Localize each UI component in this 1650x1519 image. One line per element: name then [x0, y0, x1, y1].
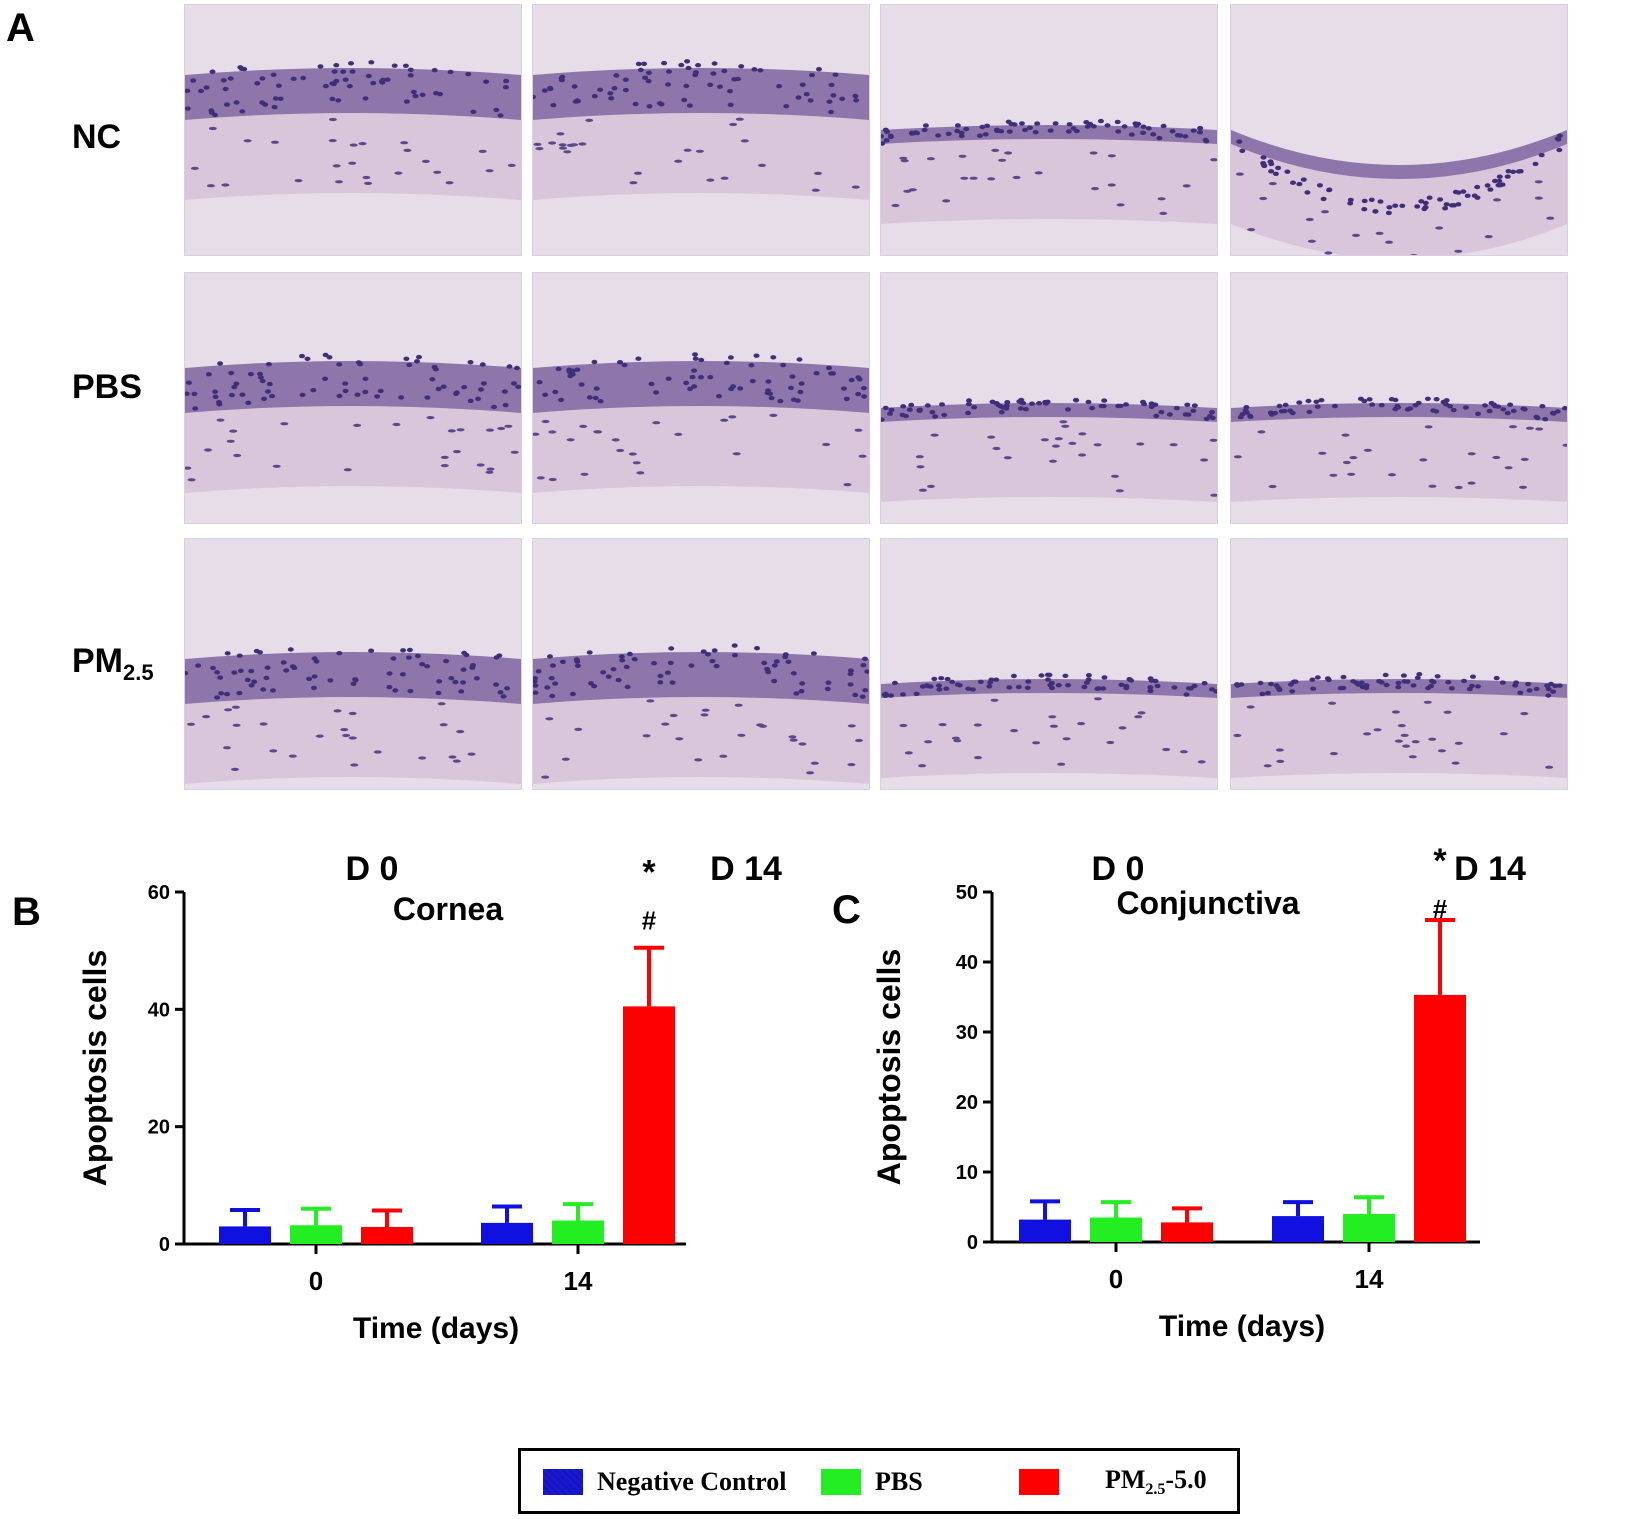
panel-c-letter: C — [832, 888, 861, 932]
row-label-nc: NC — [72, 118, 122, 156]
y-tick-label-0: 0 — [159, 1234, 170, 1256]
chart-conjunctiva-svg: 0 10 20 30 40 50 0 14 * # Conjunctiva Time (days) Ap… — [871, 842, 1480, 1343]
row-label-pm-sub: 2.5 — [123, 659, 154, 685]
annotation-star: * — [642, 854, 656, 892]
chart-cornea-svg: 0 20 40 60 0 14 * # Cornea Time (days) Apoptosis c… — [77, 854, 686, 1345]
bar-0-0 — [1019, 1219, 1071, 1242]
bar-2-0 — [1161, 1222, 1213, 1242]
micrograph-r1-c3 — [880, 4, 1218, 256]
y-tick-label-2: 40 — [148, 999, 170, 1021]
legend-label-negative-control: Negative Control — [597, 1467, 787, 1496]
legend-item-pm: PM2.5-5.0 — [1019, 1465, 1207, 1499]
x-tick-label-1: 14 — [1355, 1264, 1384, 1294]
y-tick-label-1: 20 — [148, 1117, 170, 1139]
legend-item-pbs: PBS — [821, 1467, 923, 1497]
y-axis-label: Apoptosis cells — [77, 950, 113, 1187]
y-tick-label-4: 40 — [956, 952, 978, 974]
legend-swatch-pm — [1019, 1469, 1059, 1495]
legend-label-pm-main: PM — [1105, 1464, 1146, 1494]
col-label-4: D 14 — [1454, 850, 1526, 888]
micrograph-r2-c2 — [532, 272, 870, 524]
bar-0-0 — [219, 1226, 271, 1244]
chart-title: Cornea — [393, 891, 503, 927]
bar-1-1 — [1343, 1214, 1395, 1242]
legend-label-pbs: PBS — [875, 1467, 923, 1496]
y-tick-label-3: 30 — [956, 1022, 978, 1044]
legend-label-pm-tail: -5.0 — [1165, 1464, 1207, 1494]
annotation-hash: # — [642, 906, 657, 936]
legend: Negative Control PBS PM2.5-5.0 — [518, 1448, 1240, 1514]
row-label-pbs: PBS — [72, 368, 142, 406]
bar-2-1 — [623, 1006, 675, 1244]
x-tick-label-1: 14 — [564, 1266, 593, 1296]
row-label-pm: PM2.5 — [72, 642, 154, 686]
legend-item-negative-control: Negative Control — [543, 1467, 786, 1497]
col-label-2: D 14 — [710, 850, 782, 888]
chart-cornea: 0 20 40 60 0 14 * # Cornea Time (days) Apoptosis c… — [0, 854, 820, 1420]
micrograph-r3-c3 — [880, 538, 1218, 790]
bar-1-1 — [552, 1220, 604, 1244]
micrograph-r1-c2 — [532, 4, 870, 256]
col-label-3: D 0 — [1091, 850, 1145, 888]
bar-0-1 — [481, 1222, 533, 1244]
legend-swatch-pbs — [821, 1469, 861, 1495]
annotation-hash: # — [1433, 894, 1448, 924]
bar-2-0 — [361, 1226, 413, 1244]
bar-1-0 — [290, 1225, 342, 1244]
col-label-1: D 0 — [345, 850, 399, 888]
y-tick-label-2: 20 — [956, 1092, 978, 1114]
row-label-pm-main: PM — [72, 642, 123, 680]
micrograph-r1-c1 — [184, 4, 522, 256]
chart-title: Conjunctiva — [1116, 885, 1299, 921]
micrograph-r2-c1 — [184, 272, 522, 524]
bar-2-1 — [1414, 994, 1466, 1242]
micrograph-r1-c4 — [1230, 4, 1568, 256]
panel-a-letter: A — [6, 6, 35, 50]
micrograph-r3-c2 — [532, 538, 870, 790]
chart-conjunctiva: 0 10 20 30 40 50 0 14 * # Conjunctiva Time (days) Ap… — [820, 842, 1650, 1420]
y-tick-label-3: 60 — [148, 882, 170, 904]
y-tick-label-5: 50 — [956, 882, 978, 904]
micrograph-r3-c4 — [1230, 538, 1568, 790]
x-axis-label: Time (days) — [353, 1312, 519, 1345]
micrograph-r3-c1 — [184, 538, 522, 790]
y-axis-label: Apoptosis cells — [871, 949, 907, 1186]
x-tick-label-0: 0 — [309, 1266, 323, 1296]
bar-1-0 — [1090, 1217, 1142, 1242]
y-tick-label-1: 10 — [956, 1162, 978, 1184]
y-tick-label-0: 0 — [967, 1232, 978, 1254]
legend-label-pm: PM2.5-5.0 — [1105, 1465, 1207, 1499]
x-axis-label: Time (days) — [1159, 1310, 1325, 1343]
legend-swatch-negative-control — [543, 1469, 583, 1495]
micrograph-r2-c4 — [1230, 272, 1568, 524]
annotation-star: * — [1433, 842, 1447, 880]
micrograph-r2-c3 — [880, 272, 1218, 524]
legend-label-pm-sub: 2.5 — [1145, 1481, 1166, 1499]
panel-b-letter: B — [12, 890, 41, 934]
bar-0-1 — [1272, 1216, 1324, 1242]
x-tick-label-0: 0 — [1109, 1264, 1123, 1294]
